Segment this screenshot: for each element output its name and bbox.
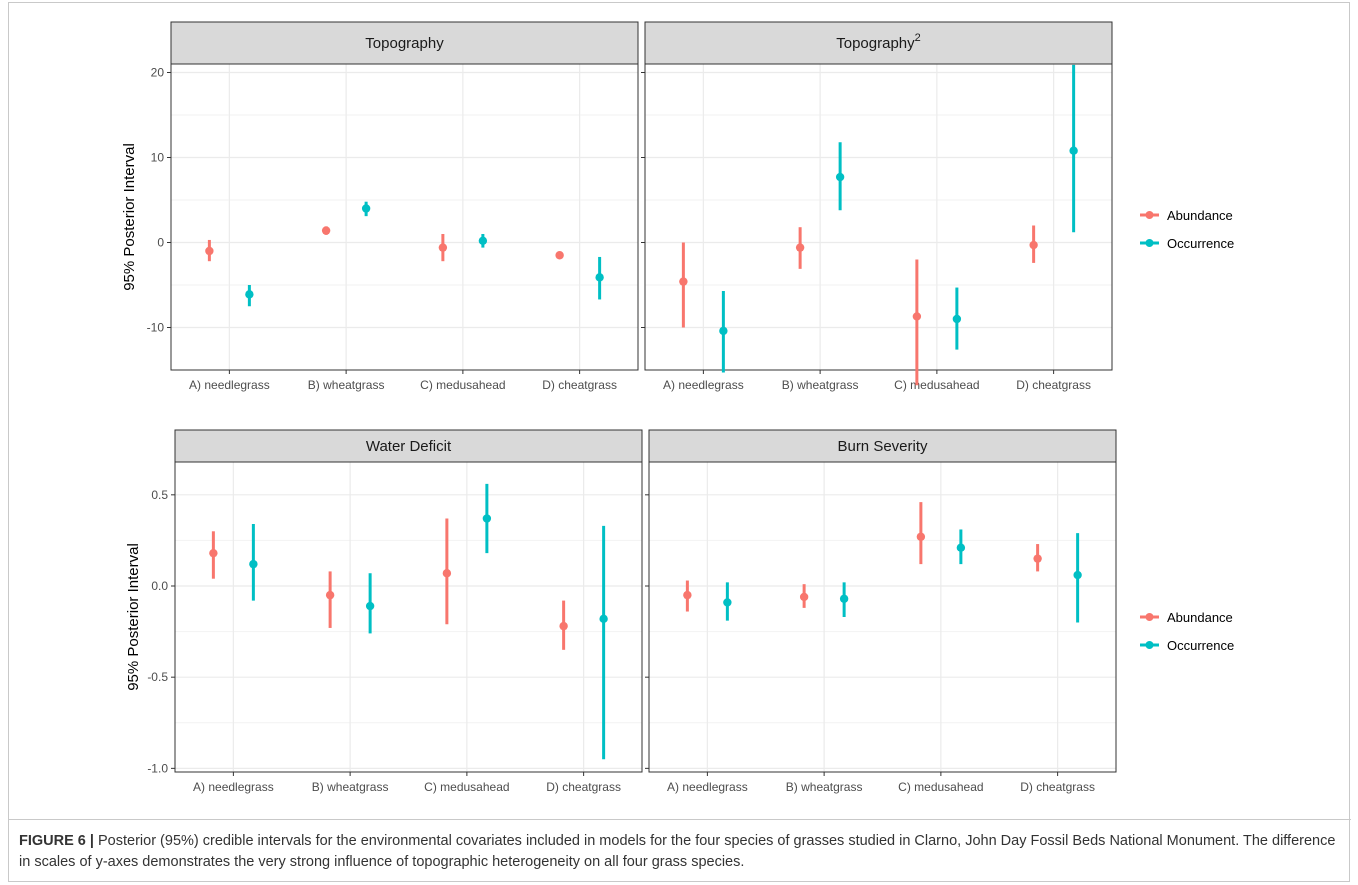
mean-point [1069, 146, 1078, 155]
x-tick-label: B) wheatgrass [782, 378, 859, 392]
y-tick-label: -0.5 [147, 670, 168, 684]
mean-point [1033, 554, 1042, 563]
plot-background [649, 462, 1116, 772]
caption-label: FIGURE 6 | [19, 833, 94, 849]
figure-caption: FIGURE 6 | Posterior (95%) credible inte… [9, 819, 1351, 873]
mean-point [595, 273, 604, 282]
mean-point [438, 243, 448, 252]
facet-panel: Topography2 A) needlegrass B) wheatgrass C)… [641, 21, 1113, 392]
facet-title: Topography2 [836, 32, 921, 52]
faceted-chart: Topography 20 10 0 -10 95% Posterior Interval… [121, 21, 1234, 794]
facet-title-text: Water Deficit [366, 438, 452, 455]
legend-key-point [1145, 211, 1154, 219]
plot-border [644, 63, 1113, 371]
mean-point [442, 569, 452, 578]
x-tick-label: D) cheatgrass [546, 780, 621, 794]
mean-point [361, 204, 371, 213]
facet-title: Water Deficit [366, 438, 452, 455]
mean-point [723, 598, 732, 607]
facet-strip [170, 21, 639, 65]
x-tick-label: C) medusahead [898, 780, 983, 794]
legend-label: Abundance [1167, 610, 1233, 625]
facet-title-superscript: 2 [915, 32, 921, 44]
y-tick-label: -1.0 [147, 761, 168, 775]
plot-background [171, 64, 638, 370]
legend-key-point [1145, 641, 1154, 649]
figure-frame: Topography 20 10 0 -10 95% Posterior Interval… [8, 2, 1351, 882]
mean-point [795, 243, 805, 252]
y-tick-label: 10 [151, 151, 165, 165]
facet-title: Topography [365, 35, 444, 52]
x-tick-label: D) cheatgrass [1016, 378, 1091, 392]
mean-point [478, 236, 488, 245]
y-tick-label: 20 [151, 66, 165, 80]
x-tick-label: D) cheatgrass [542, 378, 617, 392]
mean-point [559, 621, 568, 631]
mean-point [835, 172, 845, 182]
y-axis-title: 95% Posterior Interval [125, 543, 142, 691]
x-tick-label: C) medusahead [420, 378, 505, 392]
mean-point [719, 326, 728, 336]
plot-background [645, 64, 1112, 370]
y-tick-label: 0 [157, 236, 164, 250]
facet-title: Burn Severity [837, 438, 928, 455]
facet-title-text: Topography [836, 35, 915, 52]
mean-point [916, 532, 926, 541]
mean-point [321, 226, 331, 235]
mean-point [956, 543, 966, 552]
plot-background [175, 462, 642, 772]
plot-border [648, 461, 1117, 773]
plot-border [174, 461, 643, 773]
x-tick-label: A) needlegrass [667, 780, 748, 794]
mean-point [599, 614, 608, 624]
y-axis-title: 95% Posterior Interval [121, 143, 138, 291]
x-tick-label: B) wheatgrass [312, 780, 389, 794]
legend: Abundance Occurrence [1140, 208, 1234, 251]
mean-point [679, 277, 688, 286]
caption-text: Posterior (95%) credible intervals for t… [19, 833, 1336, 870]
mean-point [683, 590, 692, 600]
x-tick-label: C) medusahead [894, 378, 979, 392]
mean-point [839, 594, 849, 603]
facet-strip [644, 21, 1113, 65]
legend-label: Occurrence [1167, 638, 1234, 653]
y-tick-label: 0.5 [151, 488, 168, 502]
facet-panel: Burn Severity A) needlegrass B) wheatgrass… [645, 429, 1117, 794]
plot-border [170, 63, 639, 371]
facet-panel: Water Deficit 0.5 0.0 -0.5 -1.0 95% Posterior… [125, 429, 643, 794]
facet-panel: Topography 20 10 0 -10 95% Posterior Interval… [121, 21, 639, 392]
mean-point [799, 592, 809, 602]
x-tick-label: B) wheatgrass [308, 378, 385, 392]
mean-point [249, 559, 258, 569]
x-tick-label: C) medusahead [424, 780, 509, 794]
y-tick-label: 0.0 [151, 579, 168, 593]
mean-point [1073, 570, 1082, 580]
legend: Abundance Occurrence [1140, 610, 1234, 653]
mean-point [482, 514, 492, 523]
y-tick-label: -10 [147, 321, 165, 335]
facet-title-text: Topography [365, 35, 444, 52]
x-tick-label: D) cheatgrass [1020, 780, 1095, 794]
x-tick-label: A) needlegrass [663, 378, 744, 392]
x-tick-label: A) needlegrass [193, 780, 274, 794]
mean-point [205, 246, 214, 256]
facet-title-text: Burn Severity [837, 438, 928, 455]
mean-point [912, 312, 922, 321]
legend-key-point [1145, 239, 1154, 247]
mean-point [1029, 240, 1038, 250]
x-tick-label: A) needlegrass [189, 378, 270, 392]
legend-label: Abundance [1167, 208, 1233, 223]
mean-point [555, 251, 564, 260]
mean-point [952, 314, 962, 324]
mean-point [245, 290, 254, 299]
mean-point [209, 548, 218, 558]
mean-point [365, 601, 375, 611]
facet-strip [174, 429, 643, 463]
mean-point [325, 590, 335, 600]
legend-label: Occurrence [1167, 236, 1234, 251]
legend-key-point [1145, 613, 1154, 621]
x-tick-label: B) wheatgrass [786, 780, 863, 794]
